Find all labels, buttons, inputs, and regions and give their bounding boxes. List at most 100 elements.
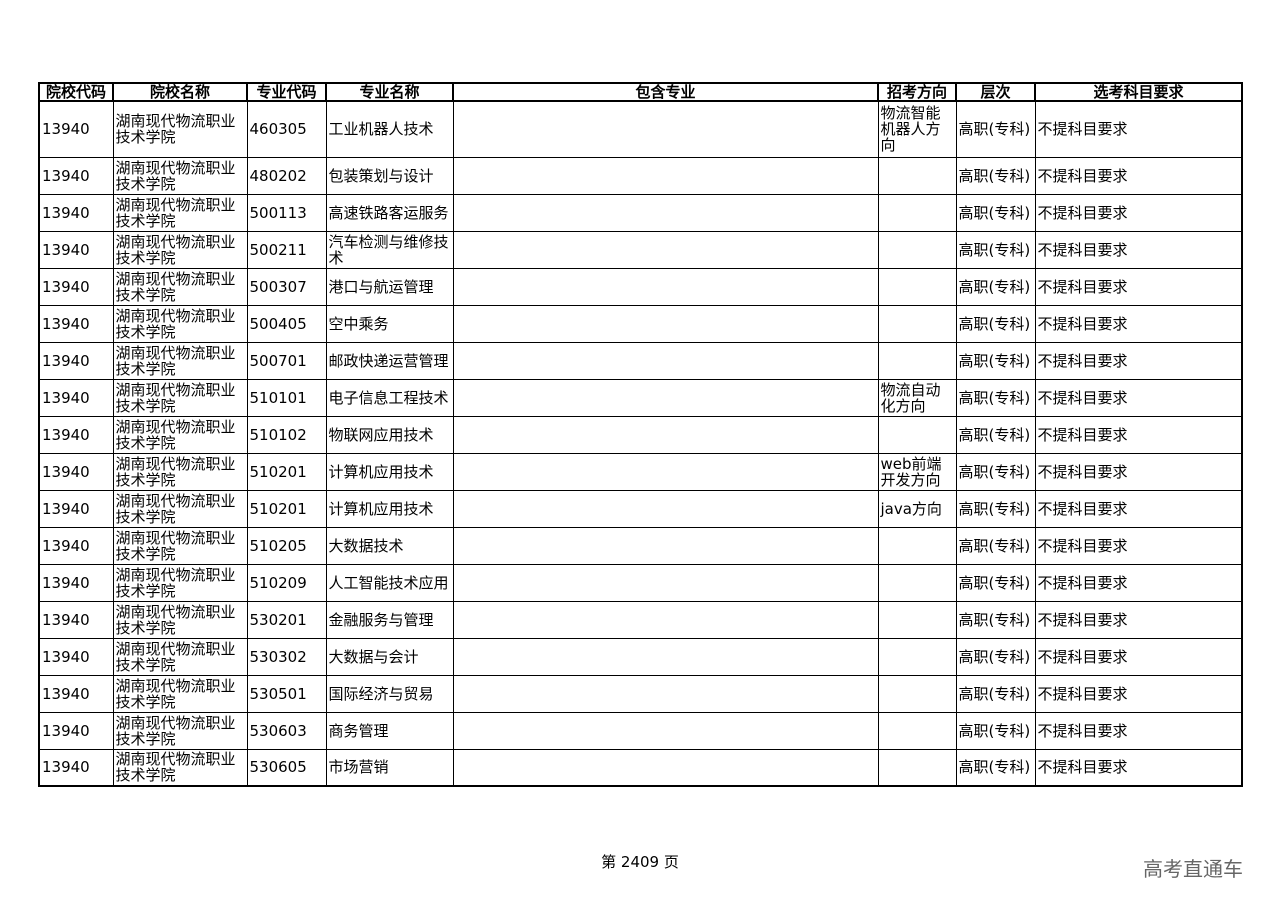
- table-cell: [452, 526, 879, 565]
- table-cell: 500701: [246, 341, 327, 380]
- table-cell: 530603: [246, 711, 327, 750]
- table-cell: 湖南现代物流职业技术学院: [112, 637, 248, 676]
- table-cell: 不提科目要求: [1034, 341, 1243, 380]
- table-cell: [452, 156, 879, 195]
- table-cell: [877, 711, 957, 750]
- table-cell: 人工智能技术应用: [325, 563, 454, 602]
- table-cell: [452, 193, 879, 232]
- table-cell: 13940: [38, 711, 114, 750]
- table-row: 13940 湖南现代物流职业技术学院 500405 空中乘务 高职(专科) 不提科目要求: [38, 304, 1243, 343]
- table-cell: [877, 156, 957, 195]
- table-cell: [452, 378, 879, 417]
- table-cell: [877, 341, 957, 380]
- table-cell: 高职(专科): [955, 711, 1036, 750]
- table-cell: 500307: [246, 267, 327, 306]
- column-header: 专业代码: [246, 82, 327, 102]
- table-cell: 高职(专科): [955, 637, 1036, 676]
- watermark: 高考直通车: [1143, 857, 1243, 881]
- table-cell: [877, 674, 957, 713]
- table-cell: 510205: [246, 526, 327, 565]
- table-cell: [877, 563, 957, 602]
- table-cell: 湖南现代物流职业技术学院: [112, 267, 248, 306]
- table-cell: 湖南现代物流职业技术学院: [112, 563, 248, 602]
- table-cell: 湖南现代物流职业技术学院: [112, 193, 248, 232]
- column-header: 招考方向: [877, 82, 957, 102]
- table-row: 13940 湖南现代物流职业技术学院 530201 金融服务与管理 高职(专科) 不提科目…: [38, 600, 1243, 639]
- table-cell: 530302: [246, 637, 327, 676]
- table-cell: 13940: [38, 100, 114, 158]
- column-header: 院校名称: [112, 82, 248, 102]
- table-row: 13940 湖南现代物流职业技术学院 460305 工业机器人技术 物流智能机器人方向高…: [38, 100, 1243, 158]
- table-cell: 高职(专科): [955, 452, 1036, 491]
- table-cell: 高职(专科): [955, 378, 1036, 417]
- table-cell: 包装策划与设计: [325, 156, 454, 195]
- table-cell: 13940: [38, 637, 114, 676]
- table-cell: 不提科目要求: [1034, 378, 1243, 417]
- table-cell: 不提科目要求: [1034, 452, 1243, 491]
- table-cell: 大数据与会计: [325, 637, 454, 676]
- table-row: 13940 湖南现代物流职业技术学院 530501 国际经济与贸易 高职(专科) 不提科目…: [38, 674, 1243, 713]
- table-cell: [877, 267, 957, 306]
- table-cell: 高职(专科): [955, 415, 1036, 454]
- table-cell: 530605: [246, 748, 327, 787]
- table-cell: 不提科目要求: [1034, 526, 1243, 565]
- table-cell: 金融服务与管理: [325, 600, 454, 639]
- table-cell: 湖南现代物流职业技术学院: [112, 711, 248, 750]
- table-cell: 计算机应用技术: [325, 489, 454, 528]
- table-row: 13940 湖南现代物流职业技术学院 480202 包装策划与设计 高职(专科) 不提科目…: [38, 156, 1243, 195]
- table-row: 13940 湖南现代物流职业技术学院 530603 商务管理 高职(专科) 不提科目要求: [38, 711, 1243, 750]
- table-cell: 湖南现代物流职业技术学院: [112, 489, 248, 528]
- table-cell: 530201: [246, 600, 327, 639]
- table-cell: 不提科目要求: [1034, 415, 1243, 454]
- table-cell: [452, 489, 879, 528]
- column-header: 包含专业: [452, 82, 879, 102]
- table-cell: 510201: [246, 489, 327, 528]
- table-cell: 13940: [38, 341, 114, 380]
- table-row: 13940 湖南现代物流职业技术学院 510201 计算机应用技术 java方向 高职(专…: [38, 489, 1243, 528]
- table-cell: [452, 230, 879, 269]
- table-cell: 13940: [38, 674, 114, 713]
- table-cell: 500113: [246, 193, 327, 232]
- table-cell: 邮政快递运营管理: [325, 341, 454, 380]
- column-header: 专业名称: [325, 82, 454, 102]
- table-cell: 湖南现代物流职业技术学院: [112, 341, 248, 380]
- table-cell: [452, 304, 879, 343]
- table-cell: 湖南现代物流职业技术学院: [112, 452, 248, 491]
- table-cell: 空中乘务: [325, 304, 454, 343]
- table-cell: 汽车检测与维修技术: [325, 230, 454, 269]
- table-cell: [452, 711, 879, 750]
- table-cell: 高职(专科): [955, 100, 1036, 158]
- table-cell: 湖南现代物流职业技术学院: [112, 378, 248, 417]
- table-cell: [452, 415, 879, 454]
- table-cell: 不提科目要求: [1034, 637, 1243, 676]
- column-header: 层次: [955, 82, 1036, 102]
- table-cell: [452, 600, 879, 639]
- table-cell: 不提科目要求: [1034, 711, 1243, 750]
- table-cell: [452, 748, 879, 787]
- table-cell: 高职(专科): [955, 563, 1036, 602]
- table-cell: 市场营销: [325, 748, 454, 787]
- table-cell: [877, 304, 957, 343]
- table-cell: 高职(专科): [955, 526, 1036, 565]
- table-cell: 港口与航运管理: [325, 267, 454, 306]
- table-cell: 530501: [246, 674, 327, 713]
- table-cell: [877, 600, 957, 639]
- table-row: 13940 湖南现代物流职业技术学院 510205 大数据技术 高职(专科) 不提科目要求: [38, 526, 1243, 565]
- table-row: 13940 湖南现代物流职业技术学院 510201 计算机应用技术 web前端开发方向高…: [38, 452, 1243, 491]
- table-row: 13940 湖南现代物流职业技术学院 500113 高速铁路客运服务 高职(专科) 不提科…: [38, 193, 1243, 232]
- table-cell: 高职(专科): [955, 489, 1036, 528]
- table-cell: 湖南现代物流职业技术学院: [112, 748, 248, 787]
- table-cell: 湖南现代物流职业技术学院: [112, 415, 248, 454]
- table-cell: 不提科目要求: [1034, 489, 1243, 528]
- admission-table: 院校代码 院校名称 专业代码 专业名称 包含专业 招考方向 层次 选考科目要求 13940 湖南…: [38, 82, 1243, 787]
- table-row: 13940 湖南现代物流职业技术学院 530605 市场营销 高职(专科) 不提科目要求: [38, 748, 1243, 787]
- table-cell: 不提科目要求: [1034, 156, 1243, 195]
- table-cell: 510101: [246, 378, 327, 417]
- table-cell: [452, 637, 879, 676]
- table-cell: 湖南现代物流职业技术学院: [112, 156, 248, 195]
- table-cell: 500211: [246, 230, 327, 269]
- table-cell: 13940: [38, 526, 114, 565]
- table-row: 13940 湖南现代物流职业技术学院 500211 汽车检测与维修技术 高职(专科) 不提…: [38, 230, 1243, 269]
- table-cell: 电子信息工程技术: [325, 378, 454, 417]
- table-cell: 不提科目要求: [1034, 304, 1243, 343]
